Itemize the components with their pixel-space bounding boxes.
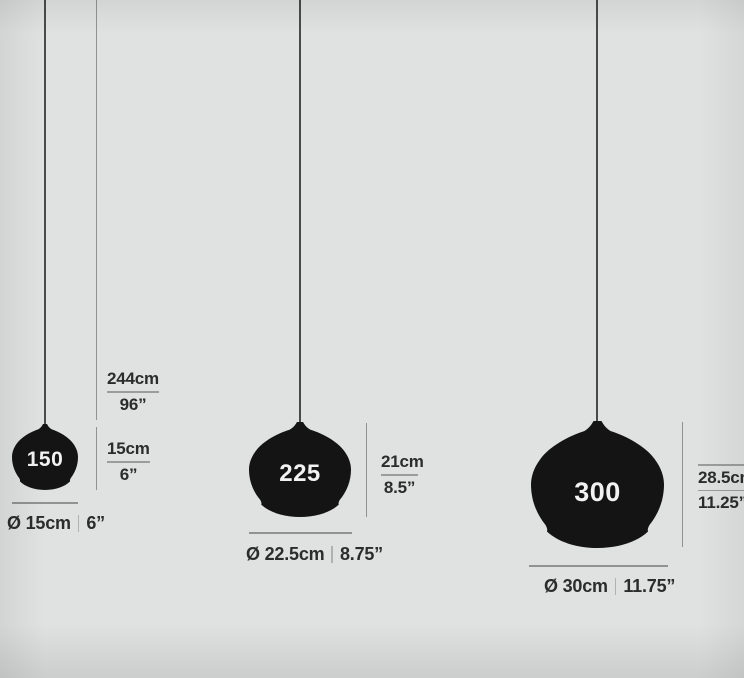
height-imperial-value-300: 11.25” (698, 493, 744, 512)
drop-dimension-label: 244cm 96” (107, 370, 159, 414)
fraction-rule (107, 461, 150, 463)
height-metric-value-225: 21cm (381, 452, 424, 471)
height-metric-value-150: 15cm (107, 439, 150, 458)
height-imperial-value-150: 6” (119, 464, 138, 484)
pendant-cord-225 (299, 0, 301, 424)
drop-measure-line (95, 0, 97, 420)
pendant-cord-300 (596, 0, 598, 423)
diameter-metric-value-150: Ø 15cm (7, 513, 71, 533)
height-measure-line-300 (681, 422, 683, 547)
fraction-rule (381, 474, 418, 476)
lamp-size-number-150: 150 (26, 448, 64, 471)
unit-separator (614, 578, 617, 595)
lamp-shade-225: 225 (249, 422, 351, 517)
diameter-metric-value-300: Ø 30cm (544, 576, 608, 596)
lamp-shade-225-shape (249, 422, 351, 517)
lamp-size-number-300: 300 (574, 477, 621, 507)
fraction-rule (107, 391, 159, 393)
diameter-label-150: Ø 15cm 6” (7, 513, 105, 534)
lamp-shade-300-shape (531, 421, 664, 548)
diameter-imperial-value-150: 6” (86, 513, 105, 533)
height-measure-line-225 (365, 423, 367, 517)
diameter-imperial-value-300: 11.75” (623, 576, 676, 596)
unit-separator (77, 515, 80, 532)
height-measure-line-150 (95, 427, 97, 490)
diameter-line-300 (529, 565, 668, 567)
diameter-label-300: Ø 30cm 11.75” (544, 576, 675, 597)
diameter-label-225: Ø 22.5cm 8.75” (246, 544, 383, 565)
height-metric-value-300: 28.5cm (698, 467, 744, 487)
pendant-cord-150 (43, 0, 46, 426)
diameter-line-150 (12, 502, 78, 504)
fraction-rule (698, 464, 744, 466)
height-dimension-label-225: 21cm 8.5” (381, 452, 424, 497)
height-dimension-label-300: 28.5cm 11.25” (698, 461, 744, 512)
unit-separator (331, 546, 333, 563)
lamp-shade-150: 150 (12, 424, 78, 490)
height-dimension-label-150: 15cm 6” (107, 440, 150, 484)
lamp-shade-300: 300 (531, 421, 664, 548)
fraction-rule (698, 489, 744, 491)
diameter-line-225 (249, 532, 352, 534)
height-imperial-value-225: 8.5” (383, 477, 416, 497)
drop-imperial-value: 96” (119, 394, 147, 414)
lamp-size-number-225: 225 (279, 460, 321, 487)
drop-metric-value: 244cm (107, 369, 159, 388)
lamp-shade-150-shape (12, 424, 78, 490)
diameter-metric-value-225: Ø 22.5cm (246, 544, 325, 564)
diameter-imperial-value-225: 8.75” (339, 544, 383, 564)
